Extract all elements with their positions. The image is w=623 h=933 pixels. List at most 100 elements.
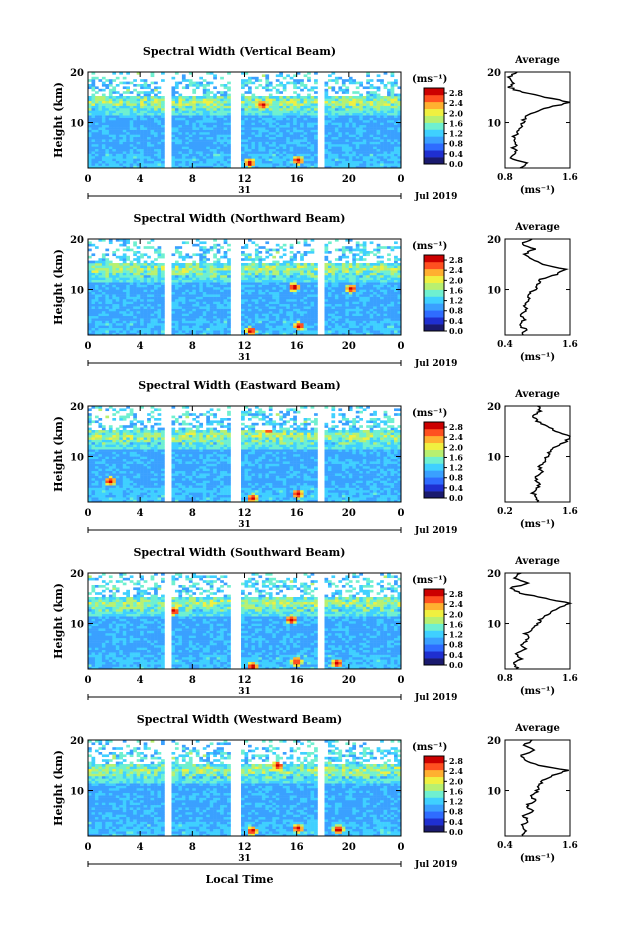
heatmap-cell — [217, 118, 221, 121]
heatmap-cell — [95, 86, 99, 89]
heatmap-cell — [137, 130, 141, 133]
heatmap-cell — [331, 146, 335, 149]
heatmap-cell — [126, 118, 130, 121]
heatmap-cell — [255, 282, 259, 285]
heatmap-cell — [283, 313, 287, 316]
heatmap-cell — [307, 325, 311, 328]
heatmap-cell — [220, 292, 224, 295]
average-x-tick-label: 1.6 — [562, 173, 578, 183]
heatmap-cell — [185, 142, 189, 145]
heatmap-cell — [119, 318, 123, 321]
heatmap-cell — [105, 294, 109, 297]
heatmap-cell — [130, 280, 134, 283]
heatmap-cell — [98, 328, 102, 331]
heatmap-cell — [370, 122, 374, 125]
heatmap-cell — [359, 82, 363, 85]
heatmap-cell — [391, 103, 395, 106]
heatmap-cell — [161, 323, 165, 326]
heatmap-cell — [342, 321, 346, 324]
heatmap-cell — [91, 82, 95, 85]
heatmap-cell — [359, 289, 363, 292]
heatmap-cell — [144, 275, 148, 278]
heatmap-cell — [279, 321, 283, 324]
heatmap-cell — [196, 275, 200, 278]
heatmap-cell — [279, 98, 283, 101]
heatmap-cell — [88, 139, 92, 142]
heatmap-cell — [140, 275, 144, 278]
heatmap-cell — [269, 149, 273, 152]
heatmap-cell — [258, 106, 262, 109]
heatmap-cell — [88, 130, 92, 133]
heatmap-cell — [324, 321, 328, 324]
heatmap-cell — [279, 280, 283, 283]
heatmap-cell — [182, 323, 186, 326]
heatmap-cell — [335, 77, 339, 80]
heatmap-cell — [224, 161, 228, 164]
heatmap-cell — [192, 299, 196, 302]
heatmap-cell — [366, 115, 370, 118]
heatmap-cell — [147, 301, 151, 304]
heatmap-cell — [328, 316, 332, 319]
heatmap-cell — [352, 127, 356, 130]
heatmap-cell — [370, 325, 374, 328]
heatmap-cell — [182, 273, 186, 276]
heatmap-cell — [154, 120, 158, 123]
heatmap-cell — [105, 273, 109, 276]
heatmap-cell — [161, 156, 165, 159]
heatmap-cell — [95, 132, 99, 135]
heatmap-cell — [105, 325, 109, 328]
heatmap-cell — [300, 280, 304, 283]
heatmap-cell — [262, 108, 266, 111]
heatmap-cell — [269, 142, 273, 145]
heatmap-cell — [380, 316, 384, 319]
heatmap-cell — [144, 130, 148, 133]
heatmap-cell — [116, 106, 120, 109]
heatmap-cell — [307, 309, 311, 312]
heatmap-cell — [192, 301, 196, 304]
heatmap-cell — [105, 304, 109, 307]
heatmap-cell — [272, 313, 276, 316]
heatmap-cell — [151, 113, 155, 116]
heatmap-cell — [151, 330, 155, 333]
heatmap-cell — [112, 113, 116, 116]
heatmap-cell — [203, 299, 207, 302]
heatmap-cell — [338, 142, 342, 145]
heatmap-cell — [311, 316, 315, 319]
heatmap-cell — [345, 86, 349, 89]
heatmap-cell — [328, 115, 332, 118]
heatmap-cell — [175, 321, 179, 324]
heatmap-cell — [276, 287, 280, 290]
heatmap-cell — [262, 86, 266, 89]
heatmap-cell — [140, 287, 144, 290]
heatmap-cell — [189, 110, 193, 113]
heatmap-cell — [356, 299, 360, 302]
heatmap-cell — [98, 294, 102, 297]
heatmap-cell — [203, 96, 207, 99]
heatmap-cell — [297, 151, 301, 154]
heatmap-cell — [324, 311, 328, 314]
heatmap-cell — [359, 149, 363, 152]
heatmap-cell — [269, 289, 273, 292]
heatmap-cell — [133, 328, 137, 331]
heatmap-cell — [359, 321, 363, 324]
heatmap-cell — [286, 316, 290, 319]
heatmap-cell — [370, 118, 374, 121]
heatmap-cell — [283, 139, 287, 142]
heatmap-cell — [363, 106, 367, 109]
heatmap-cell — [331, 106, 335, 109]
heatmap-cell — [161, 149, 165, 152]
heatmap-cell — [224, 163, 228, 166]
heatmap-cell — [304, 130, 308, 133]
heatmap-cell — [245, 110, 249, 113]
heatmap-cell — [91, 146, 95, 149]
heatmap-cell — [356, 154, 360, 157]
heatmap-cell — [171, 151, 175, 154]
heatmap-cell — [328, 151, 332, 154]
heatmap-cell — [283, 154, 287, 157]
heatmap-cell — [140, 309, 144, 312]
heatmap-cell — [154, 149, 158, 152]
heatmap-cell — [217, 96, 221, 99]
heatmap-cell — [391, 330, 395, 333]
heatmap-cell — [387, 101, 391, 104]
heatmap-cell — [311, 275, 315, 278]
